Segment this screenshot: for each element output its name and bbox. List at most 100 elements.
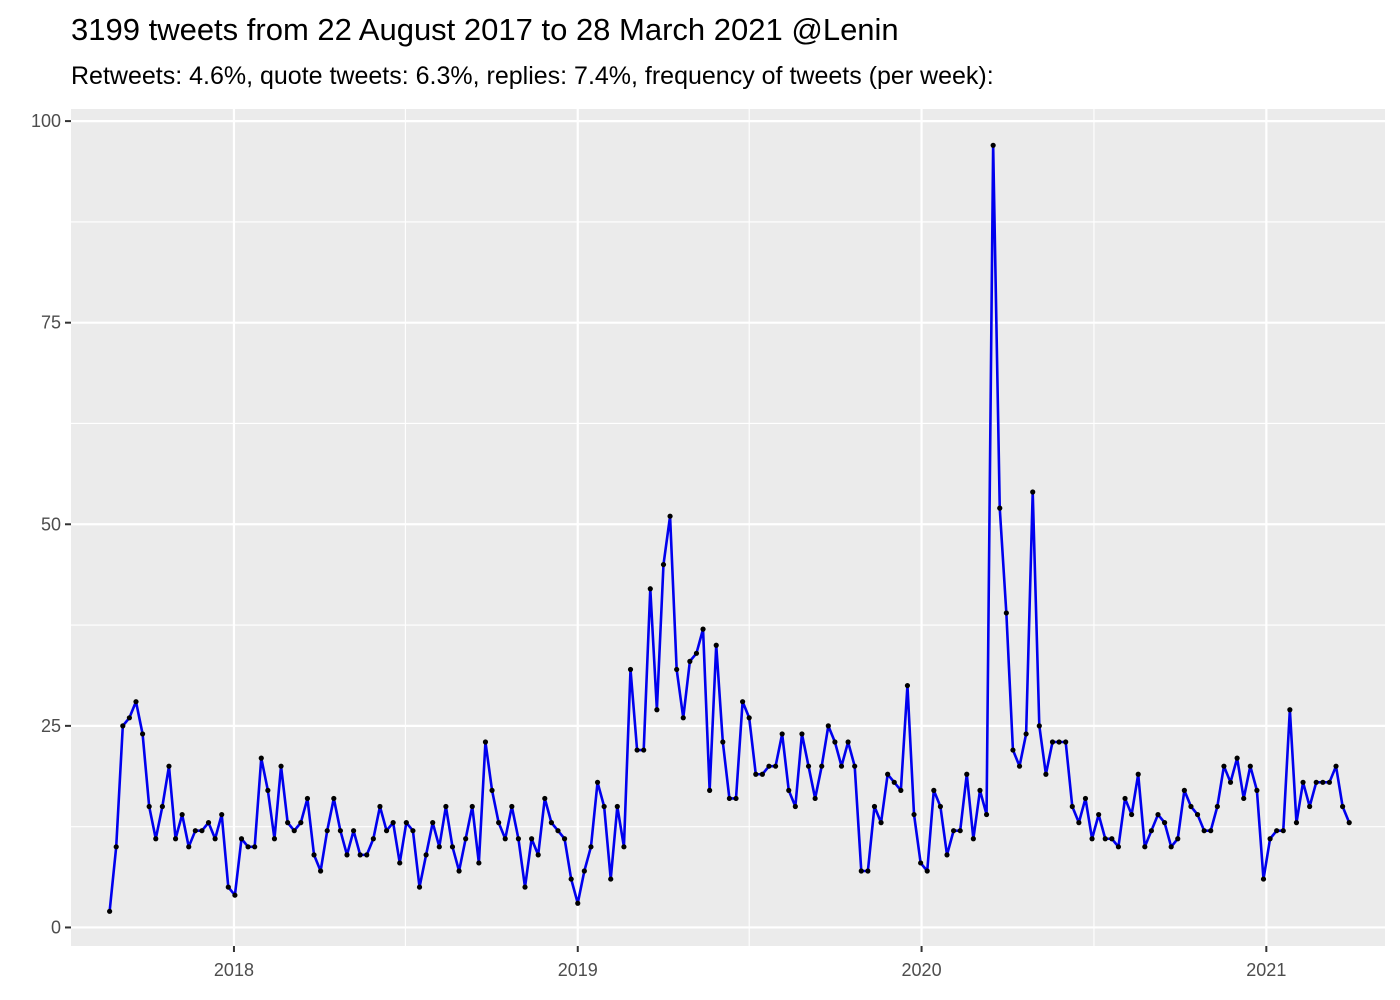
data-point: [179, 811, 185, 818]
data-point: [1280, 828, 1286, 834]
data-point: [766, 763, 772, 769]
data-point: [515, 836, 522, 842]
data-point: [621, 844, 627, 850]
data-point: [674, 666, 680, 673]
data-point: [1003, 610, 1009, 616]
data-point: [377, 803, 383, 810]
data-point: [469, 803, 475, 810]
data-point: [153, 836, 159, 842]
data-point: [120, 723, 126, 729]
data-point: [430, 820, 436, 826]
data-point: [212, 836, 218, 842]
data-point: [390, 820, 396, 826]
data-point: [489, 787, 495, 793]
data-point: [753, 771, 759, 777]
data-point: [1102, 836, 1108, 842]
data-point: [443, 803, 449, 810]
x-tick-label: 2019: [558, 960, 598, 980]
data-point: [370, 836, 376, 842]
data-point: [1340, 803, 1346, 810]
data-point: [1023, 731, 1029, 737]
data-point: [1043, 771, 1049, 777]
data-point: [482, 739, 489, 745]
x-tick-label: 2021: [1246, 960, 1286, 980]
data-point: [265, 787, 271, 793]
data-point: [436, 844, 442, 850]
data-point: [1036, 723, 1042, 729]
data-point: [693, 650, 700, 656]
data-point: [667, 513, 673, 519]
data-point: [772, 763, 779, 769]
data-point: [133, 699, 139, 705]
data-point: [1234, 755, 1240, 761]
data-point: [865, 868, 871, 874]
data-point: [799, 731, 805, 737]
data-point: [238, 836, 245, 842]
data-point: [805, 763, 812, 769]
data-point: [225, 884, 231, 890]
data-point: [1333, 763, 1339, 769]
data-point: [581, 868, 587, 874]
data-point: [904, 682, 911, 689]
y-tick-label: 25: [41, 716, 61, 736]
data-point: [107, 908, 113, 914]
data-point: [1274, 828, 1280, 834]
data-point: [232, 892, 238, 898]
data-point: [1122, 795, 1128, 802]
data-point: [634, 747, 640, 753]
data-point: [126, 715, 132, 721]
data-point: [687, 658, 693, 664]
data-point: [588, 844, 594, 850]
data-point: [825, 723, 831, 729]
data-point: [832, 739, 838, 745]
data-point: [970, 836, 976, 842]
data-point: [1208, 828, 1214, 834]
data-point: [1129, 811, 1135, 818]
data-point: [878, 820, 884, 826]
data-point: [759, 771, 765, 777]
x-tick-label: 2020: [902, 960, 942, 980]
data-point: [555, 828, 561, 834]
data-point: [660, 561, 667, 568]
data-point: [627, 666, 634, 673]
major-gridlines: [71, 109, 1385, 946]
data-point: [990, 142, 996, 148]
data-point: [1076, 820, 1082, 826]
data-point: [1254, 787, 1260, 793]
y-tick-label: 75: [41, 313, 61, 333]
data-point: [568, 876, 574, 882]
data-point: [1089, 836, 1095, 842]
data-point: [608, 876, 614, 882]
data-point: [271, 836, 278, 842]
data-point: [680, 715, 686, 721]
data-point: [1142, 844, 1148, 850]
data-point: [594, 779, 601, 785]
data-point: [502, 836, 508, 842]
data-point: [983, 811, 990, 818]
data-point: [647, 586, 653, 592]
y-axis: 0 25 50 75 100: [31, 111, 71, 937]
data-point: [403, 820, 409, 826]
data-point: [1241, 795, 1247, 802]
data-point: [476, 860, 482, 866]
data-point: [726, 795, 733, 802]
data-point: [792, 803, 798, 810]
data-point: [159, 803, 165, 810]
data-point: [898, 787, 904, 793]
data-point: [529, 836, 535, 842]
data-point: [1016, 763, 1023, 769]
data-point: [911, 811, 917, 818]
data-point: [1188, 803, 1194, 810]
data-point: [957, 828, 963, 834]
data-point: [713, 642, 719, 648]
data-point: [278, 763, 284, 769]
data-point: [746, 715, 752, 721]
data-point: [344, 852, 350, 858]
data-point: [397, 860, 403, 866]
data-point: [812, 795, 818, 802]
data-point: [139, 731, 146, 737]
data-point: [542, 795, 548, 802]
data-point: [1287, 707, 1293, 713]
data-point: [1221, 763, 1227, 769]
plot-panel: [71, 109, 1385, 946]
